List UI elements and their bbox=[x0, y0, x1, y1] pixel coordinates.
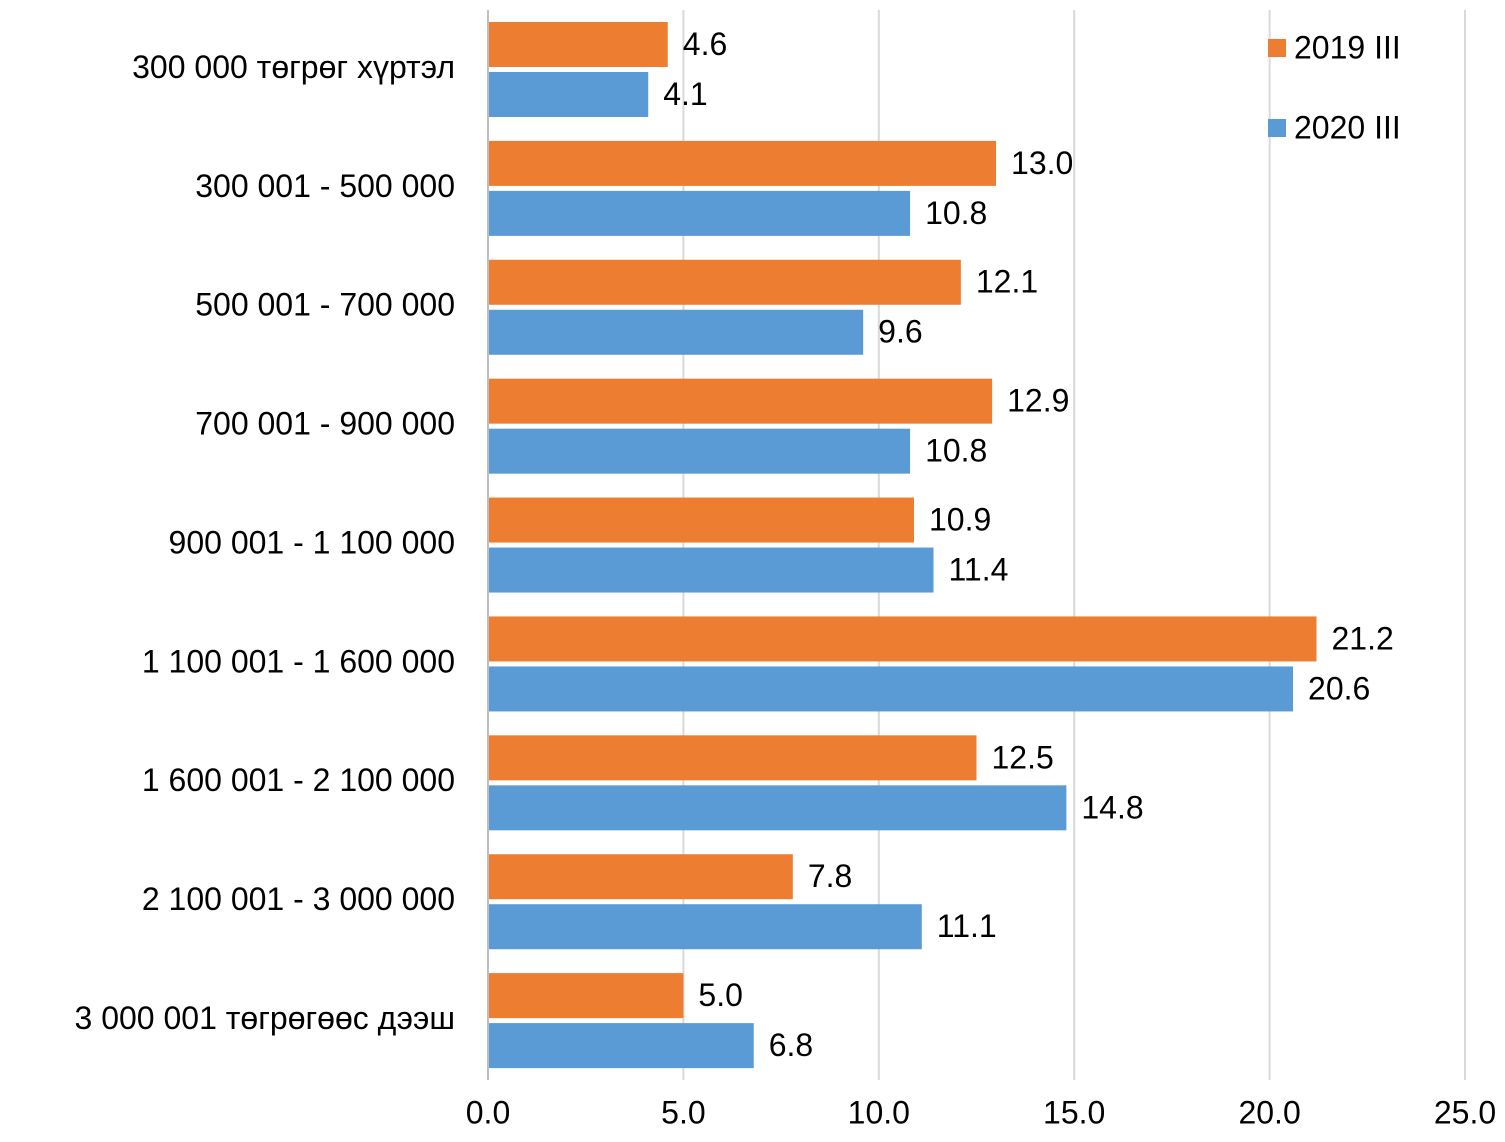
y-tick-label: 2 100 001 - 3 000 000 bbox=[142, 881, 455, 917]
data-label: 6.8 bbox=[769, 1027, 813, 1063]
data-label: 7.8 bbox=[808, 858, 852, 894]
data-label: 4.6 bbox=[683, 26, 727, 62]
x-tick-label: 10.0 bbox=[848, 1094, 910, 1130]
data-label: 10.8 bbox=[925, 433, 987, 469]
y-tick-label: 700 001 - 900 000 bbox=[195, 406, 455, 442]
legend-swatch bbox=[1268, 39, 1286, 57]
y-tick-label: 300 001 - 500 000 bbox=[195, 168, 455, 204]
bar bbox=[488, 72, 649, 117]
bar bbox=[488, 309, 864, 355]
bar bbox=[488, 735, 977, 781]
data-label: 20.6 bbox=[1308, 670, 1370, 706]
data-label: 12.1 bbox=[976, 264, 1038, 300]
x-tick-label: 5.0 bbox=[661, 1094, 705, 1130]
x-tick-label: 15.0 bbox=[1043, 1094, 1105, 1130]
y-tick-label: 1 600 001 - 2 100 000 bbox=[142, 762, 455, 798]
x-tick-label: 20.0 bbox=[1238, 1094, 1300, 1130]
bar bbox=[488, 378, 993, 424]
bar bbox=[488, 259, 961, 305]
y-tick-label: 500 001 - 700 000 bbox=[195, 287, 455, 323]
bar bbox=[488, 140, 997, 186]
data-label: 10.8 bbox=[925, 195, 987, 231]
bar bbox=[488, 497, 914, 543]
bar bbox=[488, 666, 1294, 712]
bar bbox=[488, 854, 793, 900]
y-tick-label: 1 100 001 - 1 600 000 bbox=[142, 643, 455, 679]
bar bbox=[488, 616, 1317, 662]
legend-label: 2019 III bbox=[1294, 29, 1401, 65]
data-label: 21.2 bbox=[1331, 620, 1393, 656]
x-tick-label: 0.0 bbox=[466, 1094, 510, 1130]
data-label: 12.5 bbox=[992, 739, 1054, 775]
legend-label: 2020 III bbox=[1294, 109, 1401, 145]
data-label: 13.0 bbox=[1011, 145, 1073, 181]
bar bbox=[488, 1023, 754, 1069]
y-tick-label: 900 001 - 1 100 000 bbox=[169, 524, 455, 560]
bar bbox=[488, 428, 911, 474]
bar bbox=[488, 547, 934, 593]
data-label: 11.4 bbox=[949, 552, 1009, 588]
legend-swatch bbox=[1268, 119, 1286, 137]
y-tick-label: 300 000 төгрөг хүртэл bbox=[132, 49, 455, 85]
bar bbox=[488, 785, 1067, 831]
bar bbox=[488, 904, 922, 950]
data-label: 14.8 bbox=[1081, 789, 1143, 825]
data-label: 10.9 bbox=[929, 502, 991, 538]
bar bbox=[488, 190, 911, 236]
data-label: 5.0 bbox=[698, 977, 742, 1013]
data-label: 12.9 bbox=[1007, 383, 1069, 419]
data-label: 4.1 bbox=[663, 76, 707, 112]
bar bbox=[488, 22, 668, 67]
x-tick-label: 25.0 bbox=[1434, 1094, 1496, 1130]
data-label: 9.6 bbox=[878, 314, 922, 350]
y-tick-label: 3 000 001 төгрөгөөс дээш bbox=[75, 1000, 455, 1036]
data-label: 11.1 bbox=[937, 908, 997, 944]
bar bbox=[488, 973, 684, 1019]
